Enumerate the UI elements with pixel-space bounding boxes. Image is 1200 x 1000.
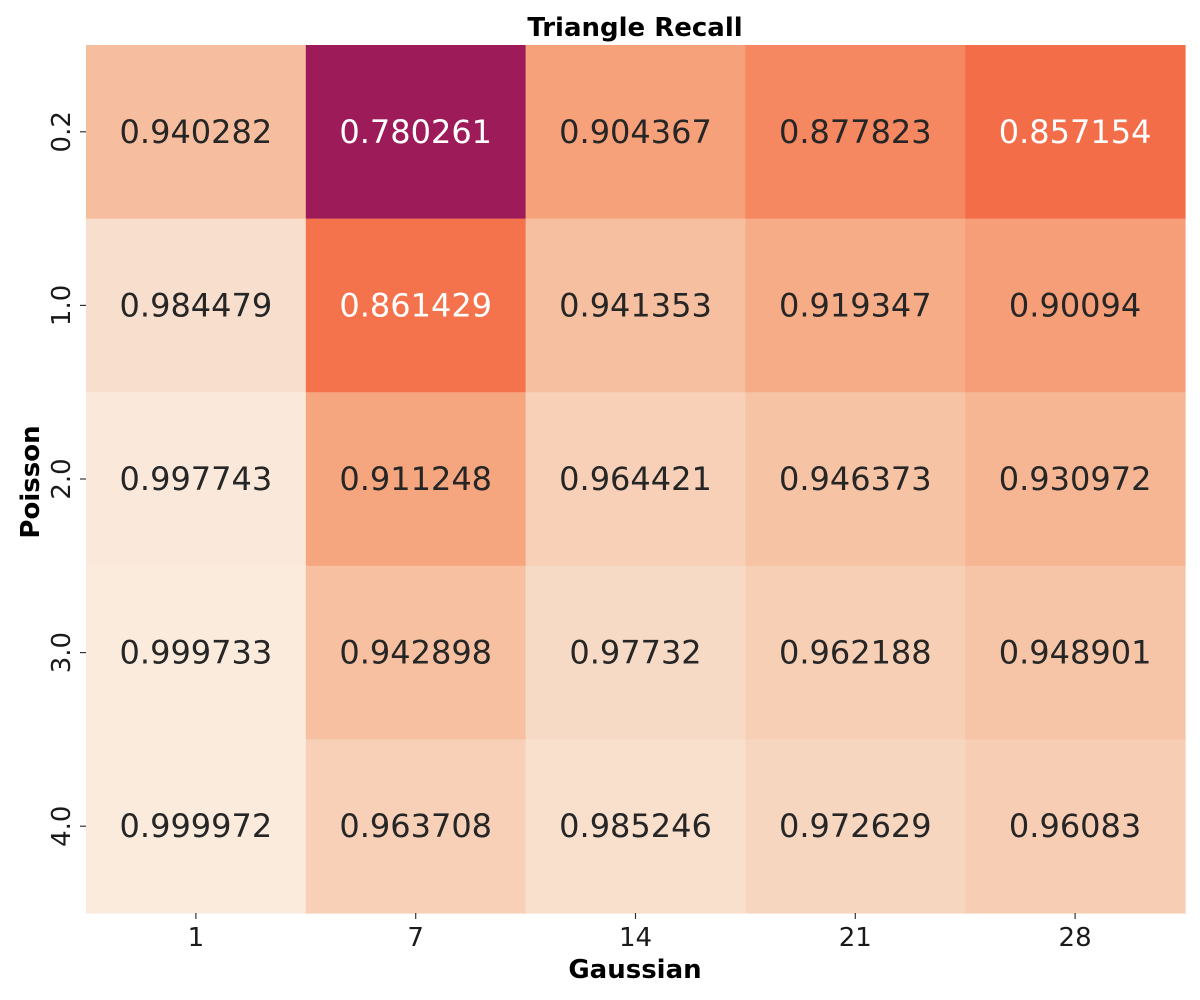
heatmap-cell <box>965 392 1186 567</box>
heatmap-cell-value: 0.972629 <box>779 807 932 845</box>
x-tick-label: 14 <box>619 923 652 953</box>
heatmap-cell-value: 0.984479 <box>120 286 273 324</box>
heatmap-cell-labels: 0.940282 0.780261 0.904367 0.877823 0.857154… <box>120 113 1152 845</box>
x-tick-label: 21 <box>839 923 872 953</box>
x-tick-label: 7 <box>407 923 424 953</box>
heatmap-cell-value: 0.948901 <box>999 634 1152 672</box>
x-tick-label: 28 <box>1059 923 1092 953</box>
x-tick-label: 1 <box>188 923 205 953</box>
heatmap-cell <box>305 45 527 220</box>
heatmap-cell-value: 0.97732 <box>569 634 701 672</box>
heatmap-cell <box>86 218 307 393</box>
heatmap-cell-value: 0.963708 <box>339 807 492 845</box>
heatmap-cell <box>86 565 307 740</box>
y-tick-label: 1.0 <box>47 285 77 326</box>
heatmap-cell-value: 0.997743 <box>120 460 273 498</box>
heatmap-cell <box>745 739 966 914</box>
heatmap-cell <box>86 392 307 567</box>
heatmap-cell <box>305 739 527 914</box>
heatmap-cell-value: 0.930972 <box>999 460 1152 498</box>
heatmap-cell <box>305 218 527 393</box>
y-tick-label: 3.0 <box>47 632 77 673</box>
chart-title: Triangle Recall <box>527 13 742 43</box>
x-axis-label: Gaussian <box>568 955 701 985</box>
heatmap-cell-value: 0.911248 <box>339 460 492 498</box>
y-tick-label: 0.2 <box>47 111 77 152</box>
heatmap-cell-value: 0.861429 <box>339 286 492 324</box>
heatmap-cell <box>745 392 966 567</box>
heatmap-cell <box>525 739 746 914</box>
heatmap-cell <box>965 739 1186 914</box>
heatmap-cell-value: 0.940282 <box>120 113 273 151</box>
heatmap-cell-value: 0.780261 <box>339 113 492 151</box>
heatmap-cell <box>965 45 1186 220</box>
heatmap-cell-value: 0.999972 <box>120 807 273 845</box>
heatmap-cell-value: 0.946373 <box>779 460 932 498</box>
heatmap-cell <box>965 218 1186 393</box>
heatmap-cell <box>525 565 746 740</box>
heatmap-cell-value: 0.919347 <box>779 286 932 324</box>
heatmap-cell <box>965 565 1186 740</box>
heatmap-cell <box>86 739 307 914</box>
y-axis-label: Poisson <box>16 425 46 538</box>
heatmap-cell-value: 0.857154 <box>999 113 1152 151</box>
heatmap-cell <box>745 218 966 393</box>
heatmap-cell <box>525 392 746 567</box>
x-axis-ticks: 1 7 14 21 28 <box>188 913 1092 953</box>
heatmap-cell-value: 0.877823 <box>779 113 932 151</box>
heatmap-cell <box>305 392 527 567</box>
heatmap-cell-value: 0.999733 <box>120 634 273 672</box>
heatmap-cell <box>745 45 966 220</box>
heatmap-cell <box>86 45 307 220</box>
heatmap-cell-value: 0.90094 <box>1009 286 1141 324</box>
heatmap-cell-value: 0.904367 <box>559 113 712 151</box>
heatmap-cell-value: 0.962188 <box>779 634 932 672</box>
heatmap-cell-value: 0.941353 <box>559 286 712 324</box>
y-axis-ticks: 0.2 1.0 2.0 3.0 4.0 <box>47 111 86 847</box>
heatmap-cell <box>525 45 746 220</box>
y-tick-label: 2.0 <box>47 458 77 499</box>
heatmap-cells <box>86 45 1186 914</box>
heatmap-cell-value: 0.96083 <box>1009 807 1141 845</box>
heatmap-cell <box>525 218 746 393</box>
heatmap-cell-value: 0.985246 <box>559 807 712 845</box>
y-tick-label: 4.0 <box>47 806 77 847</box>
heatmap-cell <box>745 565 966 740</box>
heatmap-cell-value: 0.964421 <box>559 460 712 498</box>
heatmap-cell <box>305 565 527 740</box>
heatmap-cell-value: 0.942898 <box>339 634 492 672</box>
